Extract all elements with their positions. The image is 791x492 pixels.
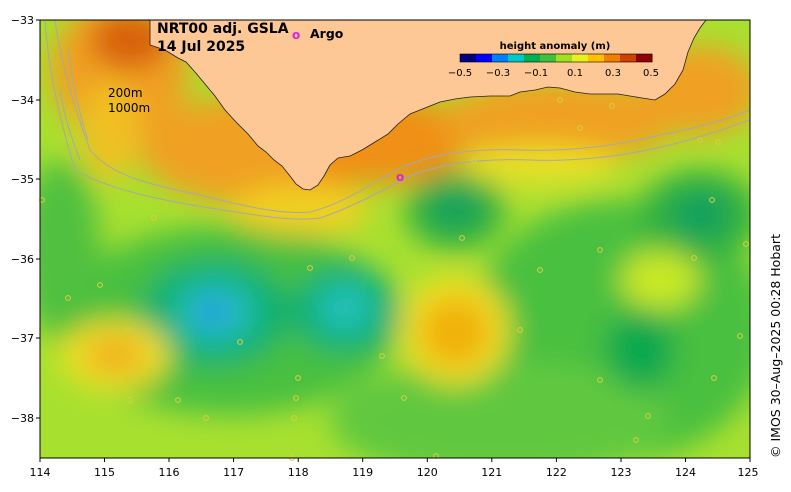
colorbar-cell (556, 54, 573, 62)
map-title: NRT00 adj. GSLA (157, 21, 289, 37)
observation-dot (557, 97, 563, 103)
colorbar-cell (492, 54, 509, 62)
lon-tick: 117 (223, 466, 244, 479)
colorbar-cell (604, 54, 621, 62)
map-date: 14 Jul 2025 (157, 39, 245, 55)
observation-dot (293, 395, 299, 401)
lon-tick: 120 (417, 466, 438, 479)
plot-frame (39, 19, 751, 459)
observation-dot (691, 255, 697, 261)
observation-dot (203, 415, 209, 421)
colorbar-cell (540, 54, 557, 62)
colorbar-tick: 0.1 (567, 68, 583, 79)
argo-marker: o (396, 170, 404, 184)
colorbar-cell (572, 54, 589, 62)
observation-dot (597, 377, 603, 383)
colorbar-cell (476, 54, 493, 62)
colorbar-outline (459, 53, 653, 63)
observation-dot (295, 375, 301, 381)
lat-tick-marks (36, 19, 40, 419)
land-mass (149, 19, 707, 191)
observation-dot (349, 255, 355, 261)
observation-dot (307, 265, 313, 271)
observations (39, 97, 749, 461)
lat-tick: −35 (11, 173, 34, 186)
observation-dot (151, 215, 157, 221)
colorbar-cell (636, 54, 653, 62)
lon-tick: 125 (738, 466, 759, 479)
colorbar-cell (588, 54, 605, 62)
colorbar-cell (508, 54, 525, 62)
isobath-1000-label: 1000m (108, 101, 150, 115)
colorbar-tick: 0.5 (643, 68, 659, 79)
lat-tick: −38 (11, 412, 34, 425)
observation-dot (711, 375, 717, 381)
observation-dot (291, 415, 297, 421)
observation-dot (577, 125, 583, 131)
observation-dot (237, 339, 243, 345)
observation-dot (537, 267, 543, 273)
colorbar-title: height anomaly (m) (500, 41, 611, 52)
observation-dot (743, 241, 749, 247)
lon-tick: 122 (546, 466, 567, 479)
observation-dot (645, 413, 651, 419)
lon-tick: 116 (159, 466, 180, 479)
lon-tick-marks (39, 458, 751, 462)
colorbar-tick: −0.3 (486, 68, 510, 79)
lat-tick: −33 (11, 14, 34, 27)
observation-dot (401, 395, 407, 401)
isobath-1000m (44, 19, 751, 220)
observation-dot (697, 137, 703, 143)
argo-legend-symbol: o (292, 28, 300, 42)
colorbar-tick: −0.1 (524, 68, 548, 79)
observation-dot (427, 297, 433, 303)
observation-dot (633, 437, 639, 443)
credit-text: © IMOS 30–Aug–2025 00:28 Hobart (768, 234, 783, 458)
observation-dot (175, 397, 181, 403)
lon-tick: 119 (352, 466, 373, 479)
colorbar: height anomaly (m) −0.5 −0.3 −0.1 0.1 0.… (448, 41, 659, 79)
lat-tick: −37 (11, 332, 34, 345)
lon-tick: 115 (94, 466, 115, 479)
lon-tick: 118 (288, 466, 309, 479)
lat-tick: −34 (11, 94, 34, 107)
observation-dot (379, 353, 385, 359)
lat-axis: −33 −34 −35 −36 −37 −38 (11, 14, 40, 425)
argo-float: o (396, 170, 404, 184)
argo-legend-label: Argo (310, 26, 344, 41)
observation-dot (597, 247, 603, 253)
colorbar-tick: −0.5 (448, 68, 472, 79)
colorbar-cells (460, 54, 653, 62)
observation-dot (517, 327, 523, 333)
observation-dot (459, 235, 465, 241)
isobath-200-label: 200m (108, 86, 143, 100)
lon-tick: 124 (675, 466, 696, 479)
isobath-200m (54, 19, 751, 214)
observation-dot (737, 333, 743, 339)
lon-axis: 114 115 116 117 118 119 120 121 122 123 … (30, 458, 759, 479)
colorbar-ticks: −0.5 −0.3 −0.1 0.1 0.3 0.5 (448, 68, 659, 79)
observation-dot (609, 103, 615, 109)
observation-dot (83, 353, 89, 359)
colorbar-cell (460, 54, 477, 62)
observation-dot (471, 157, 477, 163)
observation-dot (715, 139, 721, 145)
observation-dot (417, 343, 423, 349)
lon-tick: 121 (481, 466, 502, 479)
colorbar-cell (620, 54, 637, 62)
observation-dot (97, 282, 103, 288)
observation-dot (65, 295, 71, 301)
isobath-line-west (59, 49, 89, 161)
observation-dot (127, 397, 133, 403)
observation-dot (125, 327, 131, 333)
lon-tick: 123 (611, 466, 632, 479)
colorbar-cell (524, 54, 541, 62)
colorbar-tick: 0.3 (605, 68, 621, 79)
lon-tick: 114 (30, 466, 51, 479)
lat-tick: −36 (11, 253, 34, 266)
observation-dot (93, 335, 99, 341)
isobaths (44, 19, 751, 220)
observation-dot (709, 197, 715, 203)
